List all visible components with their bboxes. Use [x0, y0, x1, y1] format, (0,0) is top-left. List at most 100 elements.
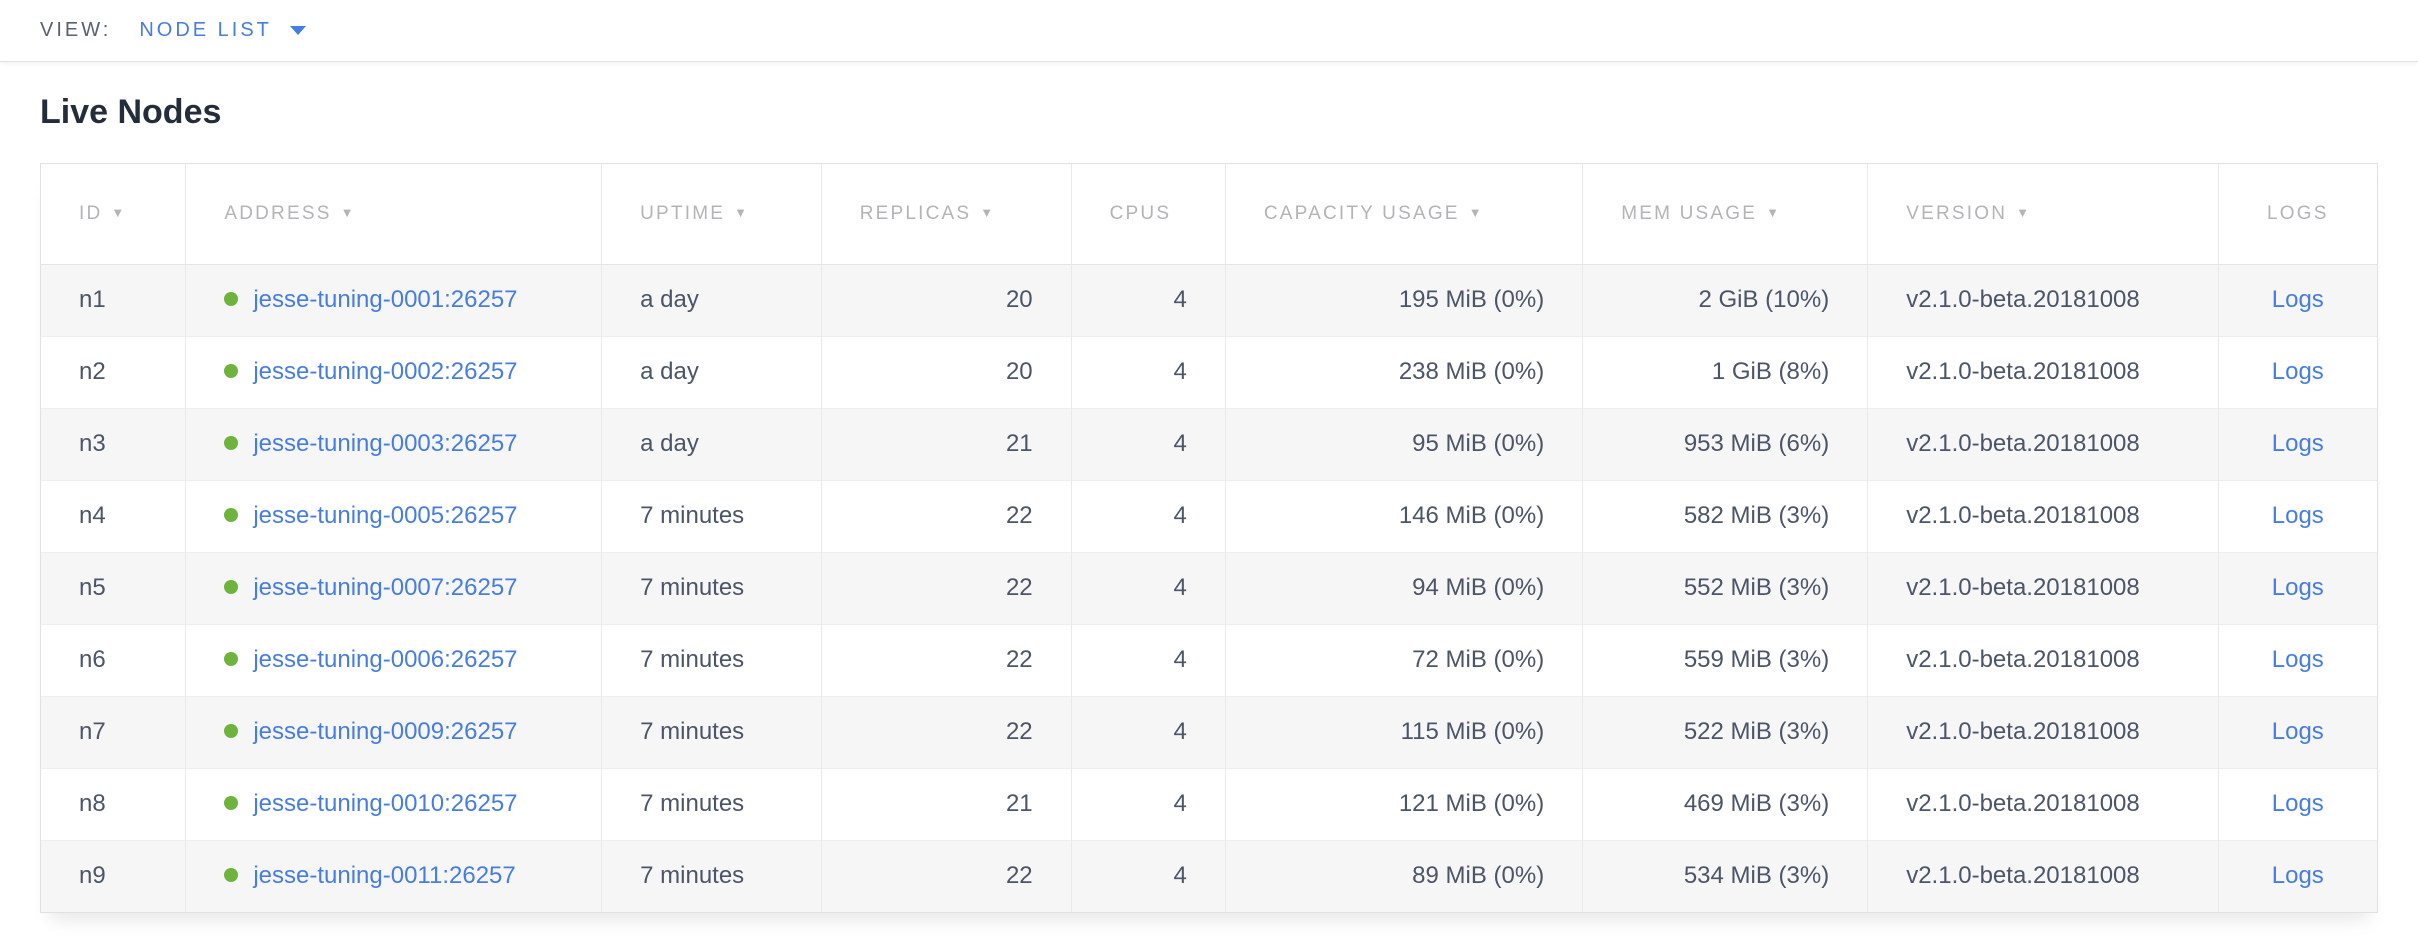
node-version-cell: v2.1.0-beta.20181008 — [1867, 264, 2219, 336]
node-address-link[interactable]: jesse-tuning-0005:26257 — [253, 502, 518, 529]
node-logs-link[interactable]: Logs — [2271, 286, 2324, 313]
table-row: n3 jesse-tuning-0003:26257 a day 21 4 95 MiB … — [41, 407, 2377, 480]
node-address-cell: jesse-tuning-0003:26257 — [185, 407, 602, 480]
node-logs-cell: Logs — [2217, 479, 2377, 552]
node-uptime: 7 minutes — [640, 502, 745, 529]
node-cpus-cell: 4 — [1070, 551, 1226, 624]
node-cpus-cell: 4 — [1070, 767, 1226, 840]
node-capacity-usage-cell: 95 MiB (0%) — [1224, 407, 1583, 480]
live-status-dot-icon — [224, 867, 239, 882]
node-cpus-cell: 4 — [1070, 695, 1226, 768]
node-mem-usage: 2 GiB (10%) — [1698, 286, 1830, 313]
node-version: v2.1.0-beta.20181008 — [1906, 574, 2140, 601]
node-address-cell: jesse-tuning-0007:26257 — [185, 551, 602, 624]
node-capacity-usage-cell: 195 MiB (0%) — [1224, 264, 1583, 336]
node-id: n4 — [79, 502, 106, 529]
live-status-dot-icon — [224, 507, 239, 522]
column-header-id[interactable]: ID ▼ — [41, 164, 186, 265]
node-replicas: 21 — [1005, 790, 1033, 817]
node-version: v2.1.0-beta.20181008 — [1906, 718, 2140, 745]
node-address-link[interactable]: jesse-tuning-0009:26257 — [253, 718, 518, 745]
node-replicas-cell: 22 — [820, 839, 1072, 912]
node-mem-usage-cell: 552 MiB (3%) — [1582, 551, 1868, 624]
column-header-replicas[interactable]: REPLICAS ▼ — [820, 164, 1072, 265]
table-header-row: ID ▼ ADDRESS ▼ UPTIME ▼ REPLICAS ▼ CPUS CAPACITY … — [41, 164, 2377, 265]
view-dropdown[interactable]: NODE LIST — [139, 19, 306, 42]
node-logs-link[interactable]: Logs — [2271, 862, 2324, 890]
node-logs-link[interactable]: Logs — [2271, 574, 2324, 601]
node-logs-link[interactable]: Logs — [2271, 502, 2324, 529]
node-version: v2.1.0-beta.20181008 — [1906, 286, 2140, 313]
node-address-link[interactable]: jesse-tuning-0006:26257 — [253, 646, 518, 673]
node-id-cell: n5 — [41, 551, 186, 624]
node-cpus: 4 — [1173, 646, 1187, 673]
node-version: v2.1.0-beta.20181008 — [1906, 430, 2140, 457]
column-header-label: UPTIME — [640, 202, 726, 224]
table-row: n2 jesse-tuning-0002:26257 a day 20 4 238 MiB… — [41, 335, 2377, 408]
node-capacity-usage-cell: 115 MiB (0%) — [1224, 695, 1583, 768]
sort-descending-icon: ▼ — [111, 204, 127, 220]
node-logs-link[interactable]: Logs — [2271, 790, 2324, 817]
table-row: n8 jesse-tuning-0010:26257 7 minutes 21 4 121… — [41, 767, 2377, 840]
sort-descending-icon: ▼ — [980, 204, 996, 220]
node-mem-usage-cell: 582 MiB (3%) — [1582, 479, 1868, 552]
node-version: v2.1.0-beta.20181008 — [1906, 358, 2140, 385]
node-address-link[interactable]: jesse-tuning-0007:26257 — [253, 574, 518, 601]
table-row: n1 jesse-tuning-0001:26257 a day 20 4 195 MiB… — [41, 264, 2377, 336]
node-address-cell: jesse-tuning-0001:26257 — [185, 264, 602, 336]
column-header-label: LOGS — [2266, 202, 2329, 224]
column-header-address[interactable]: ADDRESS ▼ — [185, 164, 602, 265]
caret-down-icon — [289, 26, 306, 35]
node-version: v2.1.0-beta.20181008 — [1906, 502, 2140, 529]
table-row: n4 jesse-tuning-0005:26257 7 minutes 22 4 146… — [41, 479, 2377, 552]
node-replicas: 20 — [1005, 358, 1033, 385]
node-id-cell: n2 — [41, 335, 186, 408]
node-uptime-cell: a day — [601, 407, 822, 480]
node-address-link[interactable]: jesse-tuning-0011:26257 — [253, 862, 516, 890]
node-replicas-cell: 21 — [820, 767, 1072, 840]
node-uptime: 7 minutes — [640, 646, 745, 673]
node-mem-usage-cell: 559 MiB (3%) — [1582, 623, 1868, 696]
node-replicas: 22 — [1005, 646, 1033, 673]
node-cpus: 4 — [1173, 862, 1187, 890]
node-id: n2 — [79, 358, 106, 385]
node-logs-link[interactable]: Logs — [2271, 646, 2324, 673]
column-header-label: CPUS — [1109, 202, 1172, 224]
node-capacity-usage-cell: 121 MiB (0%) — [1224, 767, 1583, 840]
node-mem-usage-cell: 2 GiB (10%) — [1582, 264, 1868, 336]
column-header-label: ADDRESS — [224, 202, 332, 224]
table-row: n5 jesse-tuning-0007:26257 7 minutes 22 4 94 … — [41, 551, 2377, 624]
column-header-mem_usage[interactable]: MEM USAGE ▼ — [1582, 164, 1868, 265]
node-logs-link[interactable]: Logs — [2271, 718, 2324, 745]
table-row: n9 jesse-tuning-0011:26257 7 minutes 22 4 89 … — [41, 839, 2377, 912]
node-logs-link[interactable]: Logs — [2271, 430, 2324, 457]
node-replicas-cell: 22 — [820, 695, 1072, 768]
node-id-cell: n6 — [41, 623, 186, 696]
node-id-cell: n8 — [41, 767, 186, 840]
column-header-capacity_usage[interactable]: CAPACITY USAGE ▼ — [1224, 164, 1583, 265]
node-address-link[interactable]: jesse-tuning-0010:26257 — [253, 790, 518, 817]
node-replicas: 22 — [1005, 502, 1033, 529]
node-capacity-usage: 146 MiB (0%) — [1398, 502, 1545, 529]
node-replicas: 20 — [1005, 286, 1033, 313]
node-capacity-usage-cell: 238 MiB (0%) — [1224, 335, 1583, 408]
node-address-link[interactable]: jesse-tuning-0002:26257 — [253, 358, 518, 385]
column-header-uptime[interactable]: UPTIME ▼ — [601, 164, 822, 265]
node-capacity-usage: 195 MiB (0%) — [1398, 286, 1545, 313]
node-capacity-usage: 95 MiB (0%) — [1412, 430, 1545, 457]
node-logs-link[interactable]: Logs — [2271, 358, 2324, 385]
node-uptime-cell: 7 minutes — [601, 695, 822, 768]
column-header-version[interactable]: VERSION ▼ — [1867, 164, 2219, 265]
node-uptime: a day — [640, 286, 699, 313]
node-logs-cell: Logs — [2217, 623, 2377, 696]
node-id: n1 — [79, 286, 106, 313]
node-mem-usage-cell: 953 MiB (6%) — [1582, 407, 1868, 480]
node-uptime: a day — [640, 358, 699, 385]
column-header-logs: LOGS — [2217, 164, 2377, 265]
node-address-link[interactable]: jesse-tuning-0001:26257 — [253, 286, 518, 313]
node-version-cell: v2.1.0-beta.20181008 — [1867, 407, 2219, 480]
node-capacity-usage: 121 MiB (0%) — [1398, 790, 1545, 817]
node-capacity-usage: 115 MiB (0%) — [1400, 718, 1545, 745]
live-status-dot-icon — [224, 363, 239, 378]
node-address-link[interactable]: jesse-tuning-0003:26257 — [253, 430, 518, 457]
